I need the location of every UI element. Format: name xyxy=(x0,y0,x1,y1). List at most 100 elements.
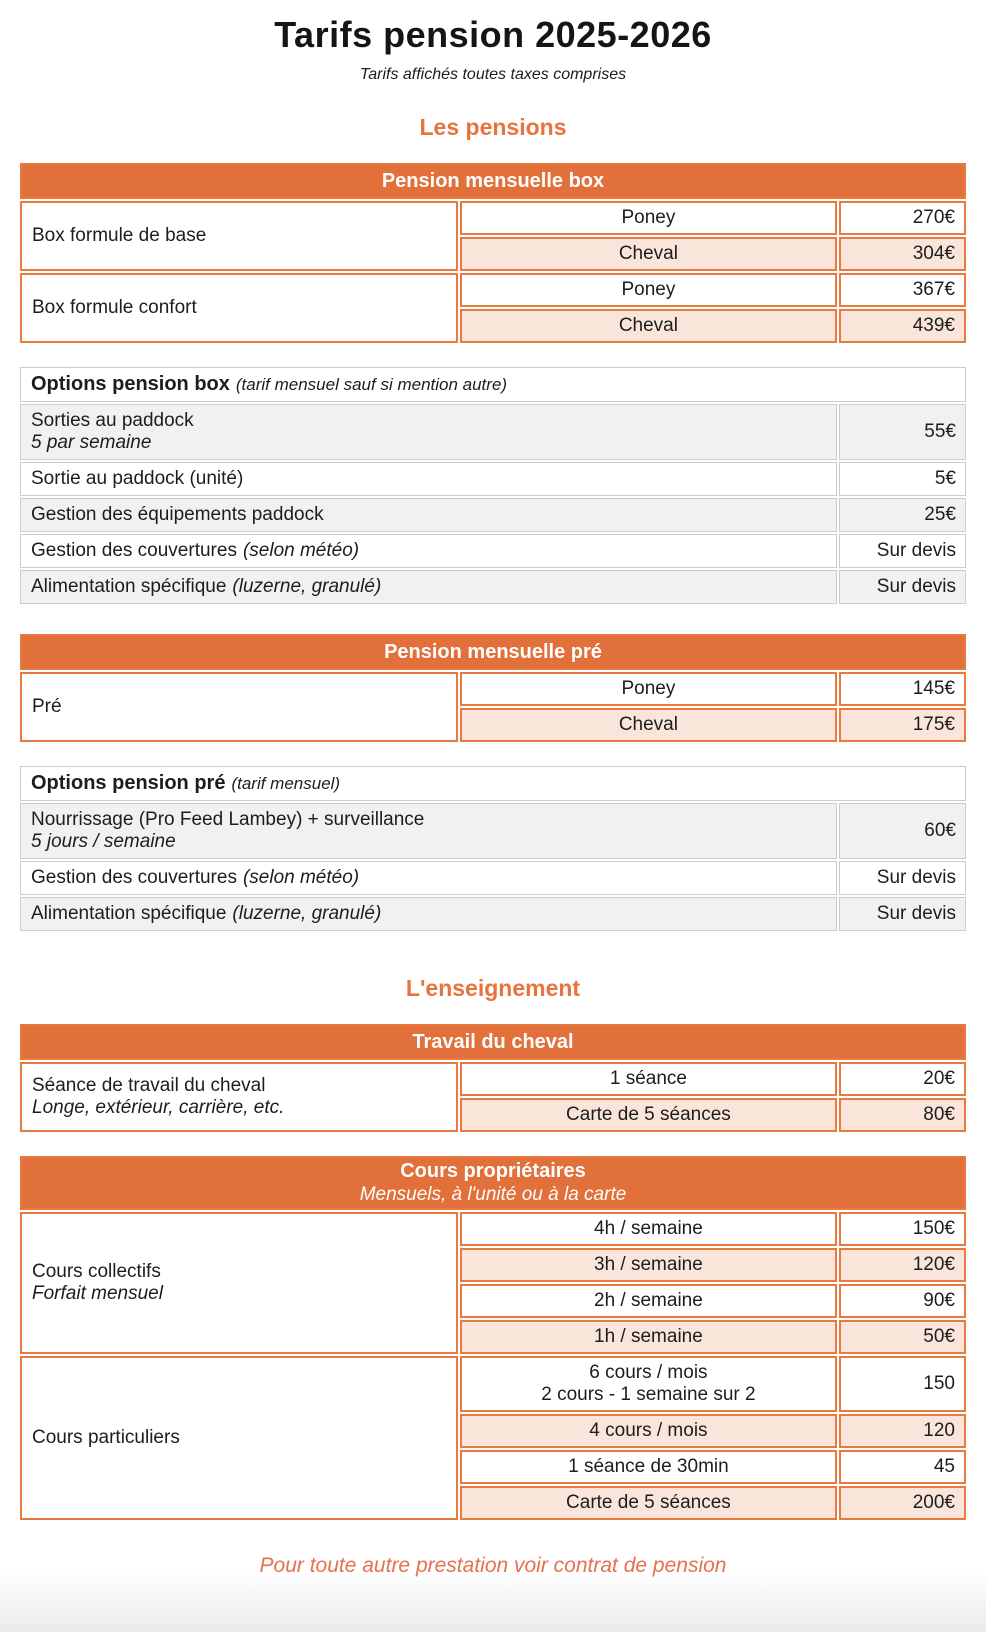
option-label-note: (selon météo) xyxy=(242,867,360,888)
option-label-text: Gestion des couvertures xyxy=(31,867,237,888)
table-row: Alimentation spécifique (luzerne, granulé… xyxy=(20,570,966,604)
price-cell: 150 xyxy=(838,1356,966,1412)
price-cell: Sur devis xyxy=(838,861,966,895)
table-row: Carte de 5 séances 80€ xyxy=(20,1098,966,1132)
price-cell: 304€ xyxy=(838,237,966,271)
price-cell: 80€ xyxy=(838,1098,966,1132)
table-header-row: Options pension pré (tarif mensuel) xyxy=(20,766,966,801)
table-row: Cours collectifs Forfait mensuel 4h / se… xyxy=(20,1212,966,1354)
option-label-note: (luzerne, granulé) xyxy=(232,576,382,597)
row-label-box-base: Box formule de base xyxy=(20,201,459,271)
page-title: Tarifs pension 2025-2026 xyxy=(274,14,712,55)
animal-cell: Cheval xyxy=(460,237,837,271)
row-label-text: Cours collectifs xyxy=(32,1261,161,1282)
price-cell: 25€ xyxy=(838,498,966,532)
pension-box-header: Pension mensuelle box xyxy=(20,163,966,199)
price-cell: 367€ xyxy=(838,273,966,307)
unit-cell: 2h / semaine xyxy=(460,1284,837,1318)
options-box-note: (tarif mensuel sauf si mention autre) xyxy=(235,375,508,394)
travail-cheval-table: Travail du cheval Séance de travail du c… xyxy=(18,1022,968,1134)
table-row: Gestion des couvertures (selon météo) Sur… xyxy=(20,534,966,568)
option-label: Alimentation spécifique (luzerne, granulé… xyxy=(20,897,837,931)
options-box-table: Options pension box (tarif mensuel sauf s… xyxy=(18,365,968,606)
row-label-travail: Séance de travail du cheval Longe, extér… xyxy=(20,1062,459,1132)
unit-cell: 4h / semaine xyxy=(460,1212,837,1246)
cours-header: Cours propriétaires Mensuels, à l'unité … xyxy=(20,1156,966,1210)
row-label-cours-particuliers: Cours particuliers xyxy=(20,1356,459,1520)
option-label-text: Alimentation spécifique xyxy=(31,576,227,597)
table-row: Gestion des équipements paddock 25€ xyxy=(20,498,966,532)
row-label-box-confort: Box formule confort xyxy=(20,273,459,343)
table-row: Cours particuliers 6 cours / mois 2 cour… xyxy=(20,1356,966,1520)
table-row: Box formule confort Poney 367€ xyxy=(20,273,966,343)
row-label-text: Séance de travail du cheval xyxy=(32,1075,266,1096)
price-cell: 120 xyxy=(838,1414,966,1448)
price-cell: 45 xyxy=(838,1450,966,1484)
options-pre-table: Options pension pré (tarif mensuel) Nourr… xyxy=(18,764,968,933)
options-pre-header: Options pension pré (tarif mensuel) xyxy=(20,766,966,801)
option-label: Alimentation spécifique (luzerne, granulé… xyxy=(20,570,837,604)
row-label-sub: Forfait mensuel xyxy=(32,1283,163,1304)
unit-cell: 1 séance xyxy=(460,1062,837,1096)
unit-cell: 6 cours / mois 2 cours - 1 semaine sur 2 xyxy=(460,1356,837,1412)
table-row: Sortie au paddock (unité) 5€ xyxy=(20,462,966,496)
table-header-row: Options pension box (tarif mensuel sauf s… xyxy=(20,367,966,402)
row-label-sub: Longe, extérieur, carrière, etc. xyxy=(32,1097,285,1118)
animal-cell: Cheval xyxy=(460,708,837,742)
table-row: Nourrissage (Pro Feed Lambey) + surveill… xyxy=(20,803,966,859)
animal-cell: Poney xyxy=(460,672,837,706)
pension-pre-header: Pension mensuelle pré xyxy=(20,634,966,670)
price-cell: 20€ xyxy=(838,1062,966,1096)
row-label-pre: Pré xyxy=(20,672,459,742)
travail-header: Travail du cheval xyxy=(20,1024,966,1060)
table-row: Cheval 439€ xyxy=(20,309,966,343)
price-cell: 60€ xyxy=(838,803,966,859)
pension-box-table: Pension mensuelle box Box formule de bas… xyxy=(18,161,968,345)
price-cell: 150€ xyxy=(838,1212,966,1246)
table-row: Carte de 5 séances 200€ xyxy=(20,1486,966,1520)
price-cell: 439€ xyxy=(838,309,966,343)
section-heading-enseignement: L'enseignement xyxy=(405,975,581,1001)
table-row: 4 cours / mois 120 xyxy=(20,1414,966,1448)
cours-proprietaires-table: Cours propriétaires Mensuels, à l'unité … xyxy=(18,1154,968,1522)
unit-line1: 6 cours / mois xyxy=(589,1362,708,1383)
page-subtitle: Tarifs affichés toutes taxes comprises xyxy=(359,66,627,83)
unit-cell: 1 séance de 30min xyxy=(460,1450,837,1484)
option-label-sub: 5 jours / semaine xyxy=(31,831,176,852)
price-cell: Sur devis xyxy=(838,570,966,604)
table-row: 1 séance de 30min 45 xyxy=(20,1450,966,1484)
price-cell: 175€ xyxy=(838,708,966,742)
table-row: Gestion des couvertures (selon météo) Sur… xyxy=(20,861,966,895)
option-label-text: Alimentation spécifique xyxy=(31,903,227,924)
option-label: Gestion des équipements paddock xyxy=(20,498,837,532)
animal-cell: Poney xyxy=(460,273,837,307)
unit-cell: Carte de 5 séances xyxy=(460,1486,837,1520)
table-header-row: Cours propriétaires Mensuels, à l'unité … xyxy=(20,1156,966,1210)
pension-pre-table: Pension mensuelle pré Pré Poney 145€ Che… xyxy=(18,632,968,744)
table-row: Cheval 304€ xyxy=(20,237,966,271)
table-row: Séance de travail du cheval Longe, extér… xyxy=(20,1062,966,1132)
table-row: 2h / semaine 90€ xyxy=(20,1284,966,1318)
price-cell: Sur devis xyxy=(838,534,966,568)
option-label-text: Nourrissage (Pro Feed Lambey) + surveill… xyxy=(31,809,425,830)
table-row: Cheval 175€ xyxy=(20,708,966,742)
footer-note: Pour toute autre prestation voir contrat… xyxy=(259,1554,727,1577)
table-row: Pré Poney 145€ xyxy=(20,672,966,742)
options-box-header: Options pension box (tarif mensuel sauf s… xyxy=(20,367,966,402)
price-cell: 145€ xyxy=(838,672,966,706)
table-row: Alimentation spécifique (luzerne, granulé… xyxy=(20,897,966,931)
unit-cell: 4 cours / mois xyxy=(460,1414,837,1448)
price-cell: 55€ xyxy=(838,404,966,460)
option-label: Gestion des couvertures (selon météo) xyxy=(20,861,837,895)
option-label-text: Gestion des couvertures xyxy=(31,540,237,561)
unit-line2: 2 cours - 1 semaine sur 2 xyxy=(541,1384,756,1405)
table-header-row: Travail du cheval xyxy=(20,1024,966,1060)
option-label: Sorties au paddock 5 par semaine xyxy=(20,404,837,460)
unit-cell: Carte de 5 séances xyxy=(460,1098,837,1132)
cours-header-title: Cours propriétaires xyxy=(400,1160,586,1182)
section-heading-pensions: Les pensions xyxy=(419,114,567,140)
option-label: Nourrissage (Pro Feed Lambey) + surveill… xyxy=(20,803,837,859)
options-pre-note: (tarif mensuel) xyxy=(231,774,341,793)
page-bottom-shadow xyxy=(0,1572,986,1632)
table-row: Sorties au paddock 5 par semaine 55€ xyxy=(20,404,966,460)
